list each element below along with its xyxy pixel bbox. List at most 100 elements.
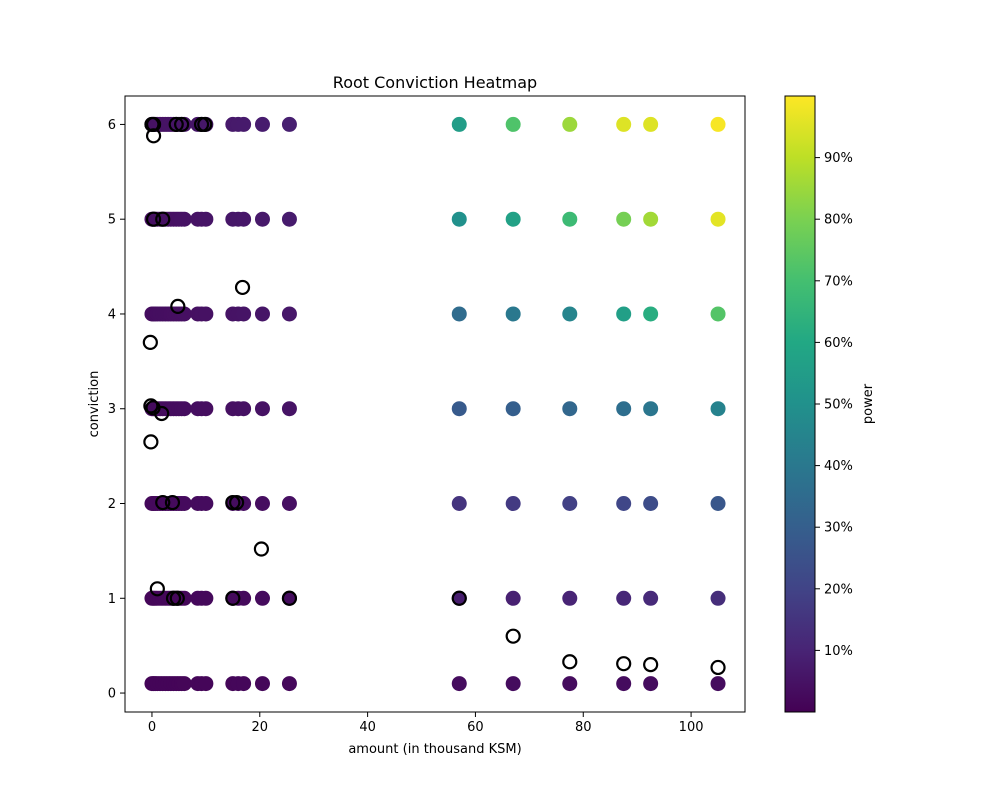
- x-tick-label: 0: [148, 720, 156, 735]
- open-marker: [197, 116, 213, 133]
- scatter-point: [616, 306, 632, 322]
- scatter-point: [198, 401, 214, 417]
- scatter-point: [643, 676, 659, 692]
- y-tick-label: 1: [108, 592, 116, 607]
- y-tick-label: 5: [108, 213, 116, 228]
- open-marker: [145, 116, 162, 133]
- scatter-point: [616, 401, 632, 417]
- open-marker: [145, 128, 162, 144]
- scatter-point: [451, 590, 467, 606]
- colorbar-ticks: 10% 20% 30% 40% 50% 60% 70% 80% 90%: [815, 151, 853, 659]
- open-marker: [234, 279, 251, 296]
- scatter-point: [198, 676, 214, 692]
- scatter-point: [505, 676, 521, 692]
- plot-frame: [124, 95, 746, 713]
- scatter-point: [451, 116, 467, 132]
- x-tick-label: 80: [575, 720, 592, 735]
- scatter-point: [176, 211, 192, 227]
- scatter-point: [616, 590, 632, 606]
- scatter-point: [562, 116, 578, 132]
- scatter-point: [254, 211, 270, 227]
- scatter-point: [710, 676, 726, 692]
- open-marker: [170, 298, 186, 314]
- scatter-point: [236, 116, 252, 132]
- colorbar-label: power: [861, 383, 876, 424]
- scatter-point: [236, 676, 252, 692]
- x-axis-title: amount (in thousand KSM): [348, 742, 521, 757]
- scatter-point: [281, 676, 297, 692]
- y-tick-label: 3: [108, 402, 116, 417]
- colorbar-tick-label: 30%: [824, 521, 853, 536]
- scatter-point: [505, 590, 521, 606]
- y-tick-label: 4: [108, 307, 116, 322]
- scatter-point: [254, 676, 270, 692]
- scatter-point: [505, 496, 521, 512]
- open-marker: [164, 494, 181, 511]
- open-marker: [174, 116, 190, 133]
- scatter-point: [710, 401, 726, 417]
- y-tick-label: 2: [108, 497, 116, 512]
- scatter-point: [562, 496, 578, 512]
- colorbar-tick-label: 20%: [824, 582, 853, 597]
- scatter-point: [176, 401, 192, 417]
- y-axis-title: conviction: [87, 371, 102, 438]
- scatter-point: [562, 211, 578, 227]
- scatter-point: [710, 496, 726, 512]
- scatter-point: [281, 306, 297, 322]
- open-marker: [143, 434, 159, 450]
- scatter-point: [281, 116, 297, 132]
- scatter-point: [562, 590, 578, 606]
- scatter-point: [616, 496, 632, 512]
- scatter-point: [281, 496, 297, 512]
- scatter-point: [562, 306, 578, 322]
- open-marker: [253, 541, 269, 557]
- scatter-point: [616, 676, 632, 692]
- scatter-point: [254, 496, 270, 512]
- scatter-point: [643, 401, 659, 417]
- scatter-point: [254, 590, 270, 606]
- scatter-point: [505, 116, 521, 132]
- colorbar-tick-label: 50%: [824, 398, 853, 413]
- x-axis: 0 20 40 60 80 100: [148, 712, 704, 735]
- open-marker: [710, 659, 726, 676]
- scatter-point: [643, 116, 659, 132]
- open-marker: [281, 590, 298, 606]
- colorbar: [784, 95, 816, 713]
- scatter-point: [254, 306, 270, 322]
- scatter-point: [562, 401, 578, 417]
- open-marker: [225, 590, 241, 606]
- scatter-point: [451, 676, 467, 692]
- markers: [142, 116, 726, 692]
- scatter-point: [710, 116, 726, 132]
- y-tick-label: 0: [108, 687, 116, 702]
- x-tick-label: 60: [467, 720, 484, 735]
- scatter-point: [236, 211, 252, 227]
- scatter-point: [505, 401, 521, 417]
- colorbar-tick-label: 80%: [824, 213, 853, 228]
- scatter-point: [616, 116, 632, 132]
- scatter-point: [198, 496, 214, 512]
- scatter-point: [643, 496, 659, 512]
- scatter-point: [451, 401, 467, 417]
- scatter-point: [505, 211, 521, 227]
- x-tick-label: 20: [252, 720, 269, 735]
- scatter-point: [643, 306, 659, 322]
- scatter-point: [710, 306, 726, 322]
- open-marker: [562, 654, 578, 670]
- colorbar-tick-label: 60%: [824, 336, 853, 351]
- y-tick-label: 6: [108, 118, 116, 133]
- scatter-point: [616, 211, 632, 227]
- colorbar-tick-label: 10%: [824, 644, 853, 659]
- scatter-point: [176, 306, 192, 322]
- colorbar-tick-label: 90%: [824, 151, 853, 166]
- scatter-point: [643, 211, 659, 227]
- open-marker: [143, 398, 159, 414]
- scatter-point: [176, 496, 192, 512]
- open-marker: [616, 656, 632, 672]
- scatter-point: [281, 590, 297, 606]
- x-tick-label: 40: [359, 720, 376, 735]
- open-marker: [145, 211, 162, 227]
- scatter-point: [198, 590, 214, 606]
